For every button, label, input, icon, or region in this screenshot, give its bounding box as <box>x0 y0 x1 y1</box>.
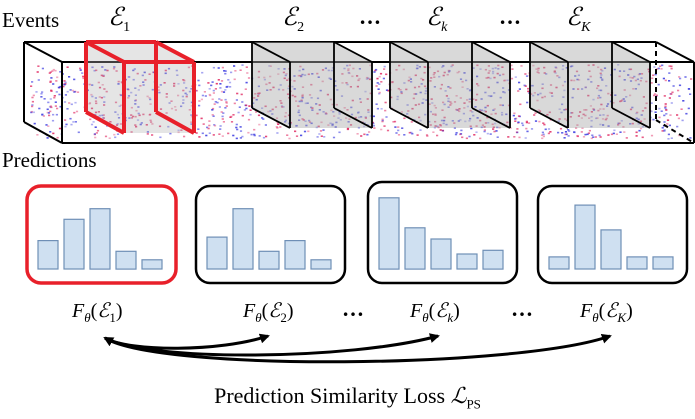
prediction-label-2: Fθ(ℰ2) <box>243 300 294 325</box>
ellipsis-bottom-1: … <box>342 296 366 321</box>
histogram-3-bar-5 <box>482 249 504 270</box>
histogram-1-bar-1 <box>37 240 59 270</box>
slice-0 <box>251 41 373 129</box>
histogram-2-bar-2 <box>232 208 254 270</box>
ellipsis-top-2: … <box>499 4 523 29</box>
slice-2 <box>529 41 651 129</box>
prediction-label-1: Fθ(ℰ1) <box>72 300 123 325</box>
prediction-label-K: Fθ(ℰK) <box>580 300 633 325</box>
event-label-e1: ℰ1 <box>108 4 131 35</box>
events-row-label: Events <box>2 8 60 32</box>
histogram-panel-4 <box>536 184 689 285</box>
histogram-4-bar-3 <box>600 229 622 270</box>
event-label-eK: ℰK <box>566 4 591 35</box>
prediction-histograms <box>25 180 689 285</box>
histogram-3-bar-4 <box>456 253 478 270</box>
histogram-2-bar-5 <box>310 259 332 270</box>
histogram-panel-2 <box>194 184 347 285</box>
histogram-3-bar-3 <box>430 238 452 270</box>
prediction-label-k: Fθ(ℰk) <box>410 300 460 325</box>
histogram-1-bar-4 <box>115 250 137 270</box>
histogram-2-bar-4 <box>284 240 306 270</box>
histogram-4-bar-4 <box>626 256 648 270</box>
histogram-panel-3 <box>366 180 519 285</box>
histogram-1-bar-3 <box>89 208 111 270</box>
event-slices <box>251 41 651 129</box>
arrow-e1-eK <box>104 333 612 364</box>
histogram-1-bar-5 <box>141 259 163 270</box>
histogram-panel-1 <box>25 184 178 285</box>
loss-caption: Prediction Similarity Loss ℒPS <box>214 383 481 412</box>
histogram-1-bar-2 <box>63 218 85 270</box>
slice-e1-highlight <box>84 40 196 135</box>
ellipsis-bottom-2: … <box>511 296 535 321</box>
histogram-2-bar-3 <box>258 250 280 270</box>
histogram-4-bar-5 <box>652 256 674 270</box>
slice-1 <box>389 41 511 129</box>
predictions-row-label: Predictions <box>2 148 97 172</box>
histogram-3-bar-1 <box>378 197 400 270</box>
event-label-ek: ℰk <box>426 4 448 35</box>
histogram-3-bar-2 <box>404 227 426 270</box>
event-label-e2: ℰ2 <box>282 4 305 35</box>
event-stream-points <box>30 64 693 140</box>
ellipsis-top-1: … <box>359 4 383 29</box>
histogram-4-bar-1 <box>548 256 570 270</box>
histogram-4-bar-2 <box>574 204 596 270</box>
similarity-arrows <box>103 333 612 364</box>
histogram-2-bar-1 <box>206 236 228 270</box>
